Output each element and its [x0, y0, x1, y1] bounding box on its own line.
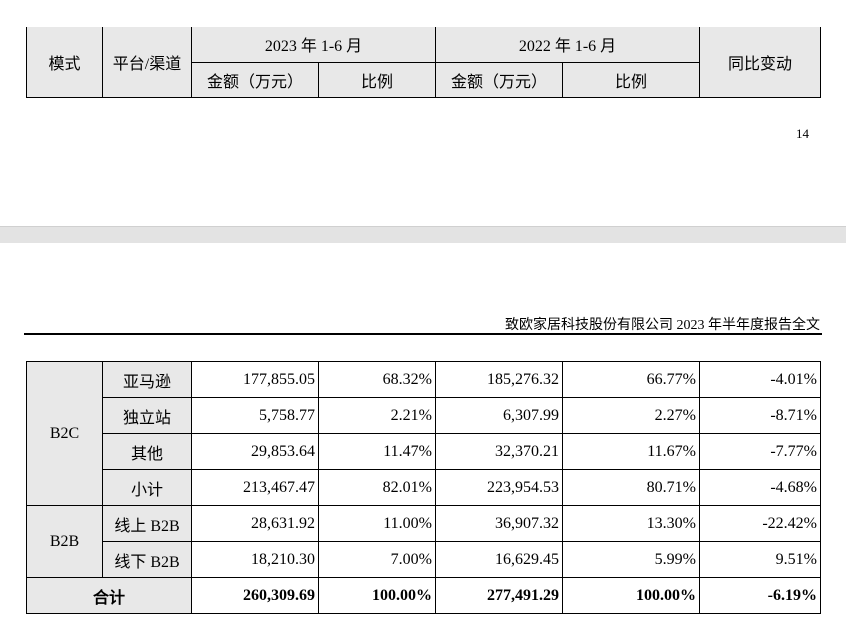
- ratio-2022-cell: 11.67%: [562, 433, 700, 470]
- ratio-2023-cell: 7.00%: [318, 541, 436, 578]
- amount-2023-cell: 18,210.30: [191, 541, 319, 578]
- page-number: 14: [796, 126, 809, 141]
- ratio-2023-cell: 11.47%: [318, 433, 436, 470]
- amount-2022-cell: 223,954.53: [435, 469, 563, 506]
- page-top: 模式 平台/渠道 2023 年 1-6 月 2022 年 1-6 月 同比变动 …: [0, 0, 846, 226]
- yoy-cell: -7.77%: [699, 433, 821, 470]
- amount-2022-cell: 36,907.32: [435, 505, 563, 542]
- total-amount-2023: 260,309.69: [191, 577, 319, 614]
- table-row: B2B 线上 B2B 28,631.92 11.00% 36,907.32 13…: [26, 505, 821, 578]
- ratio-2022-cell: 2.27%: [562, 397, 700, 434]
- table-row: 线下 B2B 18,210.30 7.00% 16,629.45 5.99% 9…: [27, 541, 821, 578]
- channel-cell: 线下 B2B: [102, 541, 192, 578]
- ratio-2022-cell: 13.30%: [562, 505, 700, 542]
- amount-2022-cell: 32,370.21: [435, 433, 563, 470]
- page-gap: [0, 226, 846, 244]
- table-header: 模式 平台/渠道 2023 年 1-6 月 2022 年 1-6 月 同比变动 …: [26, 27, 821, 98]
- header-period-2023: 2023 年 1-6 月: [191, 27, 436, 63]
- yoy-cell: -4.01%: [699, 361, 821, 398]
- report-title: 致欧家居科技股份有限公司 2023 年半年度报告全文: [505, 318, 820, 333]
- amount-2022-cell: 16,629.45: [435, 541, 563, 578]
- yoy-cell: -8.71%: [699, 397, 821, 434]
- ratio-2022-cell: 5.99%: [562, 541, 700, 578]
- channel-cell: 其他: [102, 433, 192, 470]
- header-amount-2023: 金额（万元）: [191, 61, 319, 98]
- ratio-2023-cell: 82.01%: [318, 469, 436, 506]
- total-row: 合计 260,309.69 100.00% 277,491.29 100.00%…: [26, 577, 821, 614]
- yoy-cell: -4.68%: [699, 469, 821, 506]
- yoy-cell: 9.51%: [699, 541, 821, 578]
- group-b2c: B2C: [26, 361, 103, 506]
- amount-2022-cell: 185,276.32: [435, 361, 563, 398]
- table-row: 小计 213,467.47 82.01% 223,954.53 80.71% -…: [27, 469, 821, 506]
- yoy-cell: -22.42%: [699, 505, 821, 542]
- table-row: 其他 29,853.64 11.47% 32,370.21 11.67% -7.…: [27, 433, 821, 470]
- amount-2022-cell: 6,307.99: [435, 397, 563, 434]
- total-amount-2022: 277,491.29: [435, 577, 563, 614]
- header-period-2022: 2022 年 1-6 月: [435, 27, 700, 63]
- header-ratio-2023: 比例: [318, 61, 436, 98]
- amount-2023-cell: 177,855.05: [191, 361, 319, 398]
- data-table: B2C 亚马逊 177,855.05 68.32% 185,276.32 66.…: [26, 361, 821, 614]
- header-platform: 平台/渠道: [102, 27, 192, 98]
- ratio-2023-cell: 11.00%: [318, 505, 436, 542]
- total-label: 合计: [26, 577, 192, 614]
- amount-2023-cell: 28,631.92: [191, 505, 319, 542]
- amount-2023-cell: 213,467.47: [191, 469, 319, 506]
- channel-cell: 小计: [102, 469, 192, 506]
- header-amount-2022: 金额（万元）: [435, 61, 563, 98]
- channel-cell: 线上 B2B: [102, 505, 192, 542]
- amount-2023-cell: 29,853.64: [191, 433, 319, 470]
- total-yoy: -6.19%: [699, 577, 821, 614]
- total-ratio-2023: 100.00%: [318, 577, 436, 614]
- header-yoy: 同比变动: [699, 27, 821, 98]
- ratio-2022-cell: 80.71%: [562, 469, 700, 506]
- ratio-2023-cell: 68.32%: [318, 361, 436, 398]
- group-b2b: B2B: [26, 505, 103, 578]
- ratio-2023-cell: 2.21%: [318, 397, 436, 434]
- header-mode: 模式: [26, 27, 103, 98]
- header-ratio-2022: 比例: [562, 61, 700, 98]
- ratio-2022-cell: 66.77%: [562, 361, 700, 398]
- amount-2023-cell: 5,758.77: [191, 397, 319, 434]
- title-rule: [24, 333, 822, 335]
- total-ratio-2022: 100.00%: [562, 577, 700, 614]
- channel-cell: 独立站: [102, 397, 192, 434]
- table-row: 独立站 5,758.77 2.21% 6,307.99 2.27% -8.71%: [27, 397, 821, 434]
- channel-cell: 亚马逊: [102, 361, 192, 398]
- table-row: B2C 亚马逊 177,855.05 68.32% 185,276.32 66.…: [26, 361, 821, 506]
